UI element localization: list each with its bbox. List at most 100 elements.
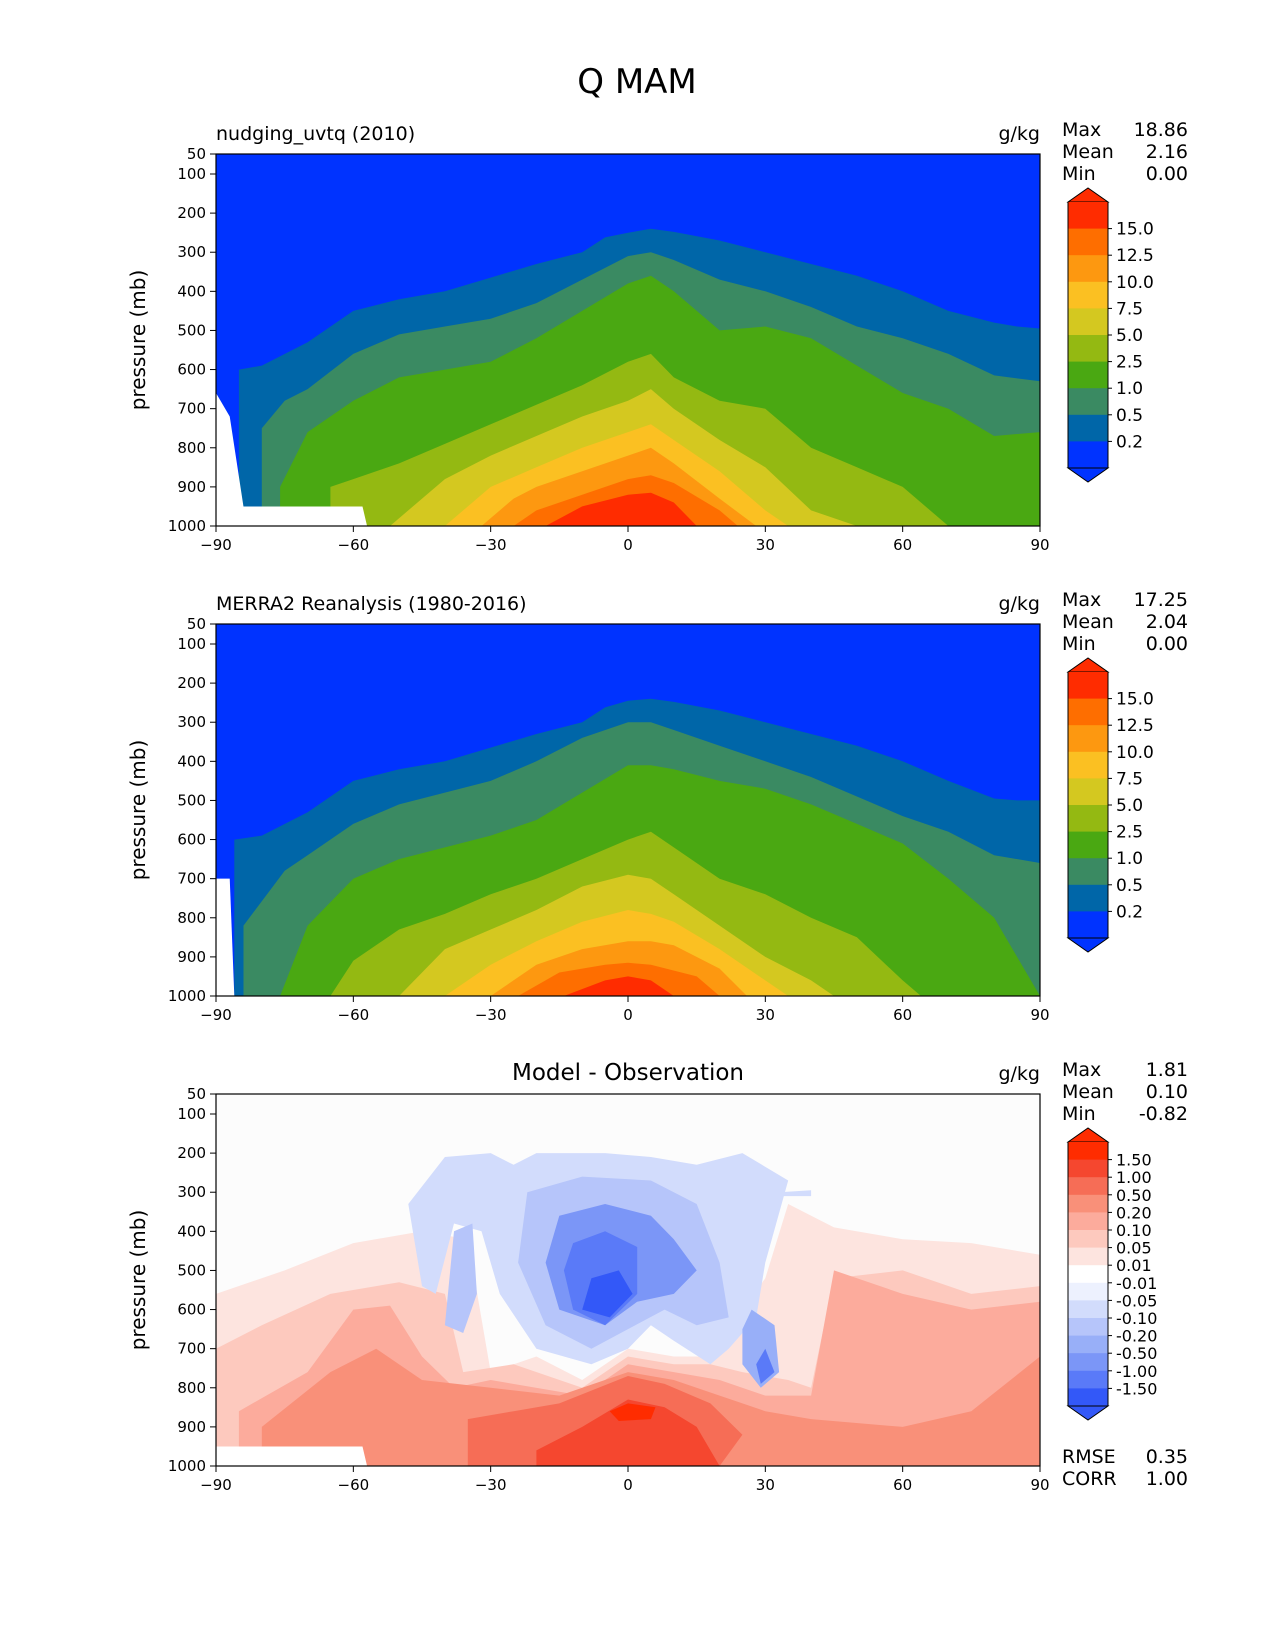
y-tick-label: 400	[177, 752, 206, 770]
colorbar-tick-label: 10.0	[1116, 273, 1154, 293]
y-tick-label: 800	[177, 439, 206, 457]
colorbar-tick-label: 1.50	[1116, 1151, 1152, 1170]
x-tick-label: −90	[200, 1476, 232, 1494]
y-tick-label: 50	[187, 145, 206, 163]
units-label-obs: g/kg	[998, 593, 1040, 615]
stat-mean-value: 2.04	[1146, 611, 1188, 633]
colorbar-tick-label: 12.5	[1116, 716, 1154, 736]
stat-min-label: Min	[1062, 1103, 1096, 1125]
colorbar-tick-label: 0.10	[1116, 1221, 1152, 1240]
x-tick-label: 0	[623, 1006, 633, 1024]
stat-mean-value: 2.16	[1146, 141, 1188, 163]
colorbar-tick-label: 1.0	[1116, 379, 1143, 399]
colorbar-outline	[1067, 1142, 1109, 1406]
colorbar-extend-max	[1066, 657, 1110, 673]
y-tick-label: 900	[177, 478, 206, 496]
y-tick-label: 300	[177, 713, 206, 731]
stat-min-label: Min	[1062, 163, 1096, 185]
colorbar-band	[1068, 255, 1108, 283]
colorbar-band	[1068, 751, 1108, 779]
corr-value: 1.00	[1146, 1468, 1188, 1490]
colorbar-tick-label: -1.50	[1116, 1379, 1157, 1398]
y-tick-label: 400	[177, 1222, 206, 1240]
colorbar-tick-label: 0.05	[1116, 1239, 1152, 1258]
diff-band-neg-8	[779, 1190, 812, 1197]
stat-min-value: 0.00	[1146, 633, 1188, 655]
y-tick-label: 500	[177, 791, 206, 809]
contour-field-diff	[216, 1094, 1040, 1466]
colorbar-band	[1068, 805, 1108, 833]
y-axis-label-obs: pressure (mb)	[126, 740, 150, 881]
colorbar-tick-label: 10.0	[1116, 743, 1154, 763]
colorbar-band	[1068, 1212, 1108, 1231]
colorbar-tick-label: 5.0	[1116, 326, 1143, 346]
x-tick-label: 60	[893, 1006, 912, 1024]
y-tick-label: 500	[177, 1261, 206, 1279]
colorbar-tick-label: 2.5	[1116, 353, 1143, 373]
contour-band-15	[545, 492, 697, 526]
y-axis-label-diff: pressure (mb)	[126, 1210, 150, 1351]
x-tick-label: −90	[200, 536, 232, 554]
rmse-label: RMSE	[1062, 1446, 1116, 1468]
stat-max-value: 17.25	[1134, 589, 1188, 611]
x-tick-label: 0	[623, 536, 633, 554]
colorbar-band	[1068, 308, 1108, 336]
x-tick-label: 30	[756, 1006, 775, 1024]
colorbar-extend-min	[1066, 937, 1110, 953]
colorbar-band	[1068, 1177, 1108, 1196]
missing-data-region	[216, 878, 235, 996]
diff-band-neg-2a	[444, 1223, 477, 1333]
colorbar-band	[1068, 1194, 1108, 1213]
colorbar-tick-label: -0.50	[1116, 1344, 1157, 1363]
diff-band-neg-5	[582, 1270, 633, 1318]
colorbar-tick-label: 0.2	[1116, 902, 1143, 922]
contour-field-obs	[216, 624, 1040, 996]
panel-model: nudging_uvtq (2010) g/kg pressure (mb) −…	[126, 119, 1188, 554]
colorbar-extend-max	[1066, 1127, 1110, 1143]
y-tick-label: 1000	[168, 517, 206, 535]
colorbar-tick-label: 0.5	[1116, 406, 1143, 426]
x-tick-label: −60	[338, 1006, 370, 1024]
y-tick-label: 900	[177, 948, 206, 966]
stats-diff: Max 1.81 Mean 0.10 Min -0.82	[1062, 1059, 1188, 1125]
stat-mean-label: Mean	[1062, 141, 1114, 163]
colorbar-band	[1068, 361, 1108, 389]
colorbar-tick-label: -0.05	[1116, 1291, 1157, 1310]
colorbar-tick-label: 0.50	[1116, 1186, 1152, 1205]
contour-band-15	[563, 976, 674, 996]
stats-model: Max 18.86 Mean 2.16 Min 0.00	[1062, 119, 1188, 185]
stat-max-label: Max	[1062, 1059, 1101, 1081]
y-tick-label: 200	[177, 204, 206, 222]
colorbar-band	[1068, 441, 1108, 469]
y-tick-label: 600	[177, 361, 206, 379]
colorbar-tick-label: 5.0	[1116, 796, 1143, 816]
missing-data-region	[216, 393, 368, 526]
colorbar-band	[1068, 1335, 1108, 1354]
y-tick-label: 500	[177, 321, 206, 339]
rmse-value: 0.35	[1146, 1446, 1188, 1468]
y-tick-label: 100	[177, 635, 206, 653]
stat-mean-value: 0.10	[1146, 1081, 1188, 1103]
y-axis-label-model: pressure (mb)	[126, 270, 150, 411]
stat-max-label: Max	[1062, 589, 1101, 611]
colorbar-band	[1068, 1159, 1108, 1178]
units-label-model: g/kg	[998, 123, 1040, 145]
panel-title-obs: MERRA2 Reanalysis (1980-2016)	[216, 593, 527, 615]
colorbar-tick-label: 2.5	[1116, 823, 1143, 843]
x-tick-label: 0	[623, 1476, 633, 1494]
colorbar-band	[1068, 1230, 1108, 1249]
colorbar-tick-label: 15.0	[1116, 690, 1154, 710]
colorbar-model: 15.0 12.5 10.0 7.5 5.0 2.5 1.0 0.5 0.2	[1066, 187, 1154, 483]
colorbar-band	[1068, 778, 1108, 806]
colorbar-band	[1068, 831, 1108, 859]
diff-band-neg-7	[756, 1348, 775, 1384]
colorbar-band	[1068, 858, 1108, 886]
colorbar-diff: 1.501.000.500.200.100.050.01-0.01-0.05-0…	[1066, 1127, 1157, 1421]
stat-min-value: -0.82	[1139, 1103, 1188, 1125]
stats-obs: Max 17.25 Mean 2.04 Min 0.00	[1062, 589, 1188, 655]
y-tick-label: 700	[177, 870, 206, 888]
colorbar-tick-label: 7.5	[1116, 769, 1143, 789]
colorbar-band	[1068, 1300, 1108, 1319]
colorbar-band	[1068, 202, 1108, 230]
stat-max-value: 1.81	[1146, 1059, 1188, 1081]
